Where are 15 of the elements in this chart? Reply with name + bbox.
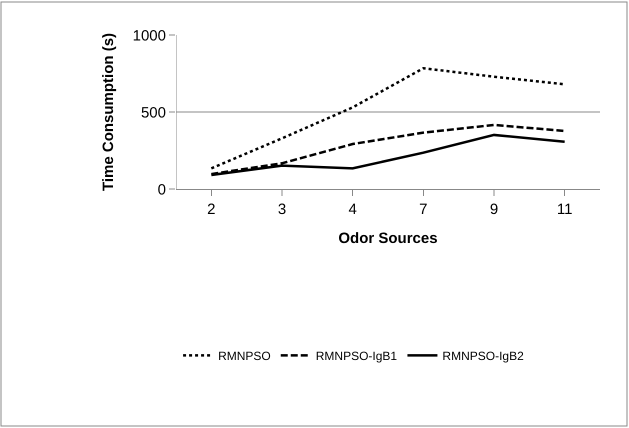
x-axis-title: Odor Sources — [338, 230, 438, 247]
legend-label: RMNPSO — [218, 349, 271, 363]
x-tick-label: 7 — [419, 201, 428, 218]
y-axis-title: Time Consumption (s) — [100, 32, 117, 192]
x-tick-label: 2 — [207, 201, 216, 218]
legend-label: RMNPSO-IgB2 — [442, 349, 524, 363]
x-tick-label: 4 — [348, 201, 357, 218]
line-series — [210, 67, 566, 170]
y-tick-label: 1000 — [132, 27, 166, 44]
y-tick-label: 500 — [140, 104, 166, 122]
x-tick-label: 11 — [556, 201, 572, 218]
x-tick-label: 9 — [490, 201, 498, 218]
x-tick-label: 3 — [278, 201, 286, 218]
legend-label: RMNPSO-IgB1 — [316, 349, 398, 363]
y-tick-label: 0 — [158, 181, 166, 198]
